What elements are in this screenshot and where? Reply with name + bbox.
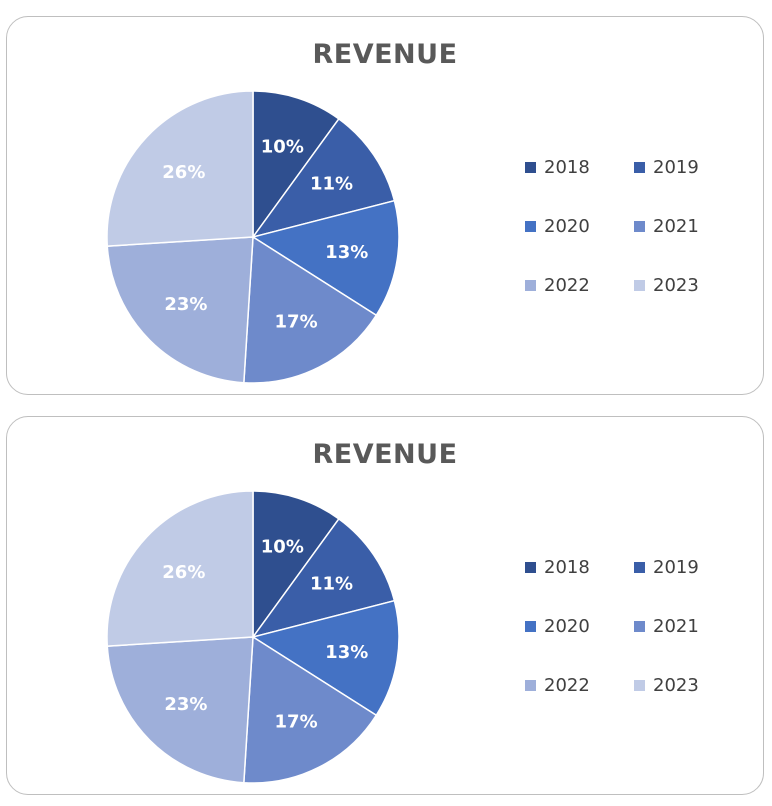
legend-item-2018: 2018 xyxy=(525,157,590,178)
legend-swatch xyxy=(634,621,645,632)
pie-slice-2018 xyxy=(252,490,340,640)
data-label-2019: 11% xyxy=(310,174,353,195)
legend-label: 2021 xyxy=(653,616,699,637)
legend-label: 2020 xyxy=(544,616,590,637)
chart-card-top: REVENUE 10% 11% 13% 17% 23% 26% 2018 2019 2020 2… xyxy=(6,16,764,395)
pie-chart: 10% 11% 13% 17% 23% 26% xyxy=(106,90,400,384)
legend-swatch xyxy=(634,562,645,573)
data-label-2018: 10% xyxy=(261,137,304,158)
legend-swatch xyxy=(634,680,645,691)
legend-label: 2022 xyxy=(544,675,590,696)
legend-swatch xyxy=(525,280,536,291)
data-label-2018: 10% xyxy=(261,537,304,558)
pie-slice-2019 xyxy=(251,117,396,239)
pie-chart: 10% 11% 13% 17% 23% 26% xyxy=(106,490,400,784)
legend-label: 2023 xyxy=(653,675,699,696)
legend-item-2020: 2020 xyxy=(525,616,590,637)
data-label-2020: 13% xyxy=(325,242,368,263)
pie-slice-2022 xyxy=(106,636,254,784)
pie-slice-2021 xyxy=(243,235,378,384)
pie-slice-2023 xyxy=(106,90,254,247)
data-label-2022: 23% xyxy=(164,294,207,315)
data-label-2023: 26% xyxy=(162,162,205,183)
pie-slice-2020 xyxy=(251,599,400,717)
legend-item-2021: 2021 xyxy=(634,216,699,237)
pie-slice-2022 xyxy=(106,236,254,384)
legend-label: 2020 xyxy=(544,216,590,237)
pie-slice-2018 xyxy=(252,90,340,240)
legend-item-2022: 2022 xyxy=(525,275,590,296)
legend-item-2021: 2021 xyxy=(634,616,699,637)
legend-swatch xyxy=(634,280,645,291)
legend-item-2023: 2023 xyxy=(634,675,699,696)
pie-slice-2021 xyxy=(243,635,378,784)
legend-item-2023: 2023 xyxy=(634,275,699,296)
legend-label: 2021 xyxy=(653,216,699,237)
legend-item-2019: 2019 xyxy=(634,157,699,178)
pie-slice-2023 xyxy=(106,490,254,647)
legend-item-2020: 2020 xyxy=(525,216,590,237)
legend-swatch xyxy=(634,162,645,173)
legend-item-2022: 2022 xyxy=(525,675,590,696)
legend-item-2019: 2019 xyxy=(634,557,699,578)
data-label-2021: 17% xyxy=(275,312,318,333)
data-label-2020: 13% xyxy=(325,642,368,663)
legend-item-2018: 2018 xyxy=(525,557,590,578)
legend-label: 2018 xyxy=(544,557,590,578)
legend-swatch xyxy=(525,680,536,691)
pie-slice-2019 xyxy=(251,517,396,639)
legend-swatch xyxy=(525,562,536,573)
legend-label: 2019 xyxy=(653,157,699,178)
legend-swatch xyxy=(525,621,536,632)
legend-swatch xyxy=(525,162,536,173)
pie-slice-2020 xyxy=(251,199,400,317)
legend-label: 2019 xyxy=(653,557,699,578)
legend-swatch xyxy=(525,221,536,232)
data-label-2023: 26% xyxy=(162,562,205,583)
chart-card-bottom: REVENUE 10% 11% 13% 17% 23% 26% 2018 2019 2020 2… xyxy=(6,416,764,795)
legend-label: 2018 xyxy=(544,157,590,178)
data-label-2019: 11% xyxy=(310,574,353,595)
data-label-2022: 23% xyxy=(164,694,207,715)
legend-label: 2023 xyxy=(653,275,699,296)
chart-title: REVENUE xyxy=(312,439,458,470)
legend-label: 2022 xyxy=(544,275,590,296)
data-label-2021: 17% xyxy=(275,712,318,733)
legend-swatch xyxy=(634,221,645,232)
chart-title: REVENUE xyxy=(312,39,458,70)
